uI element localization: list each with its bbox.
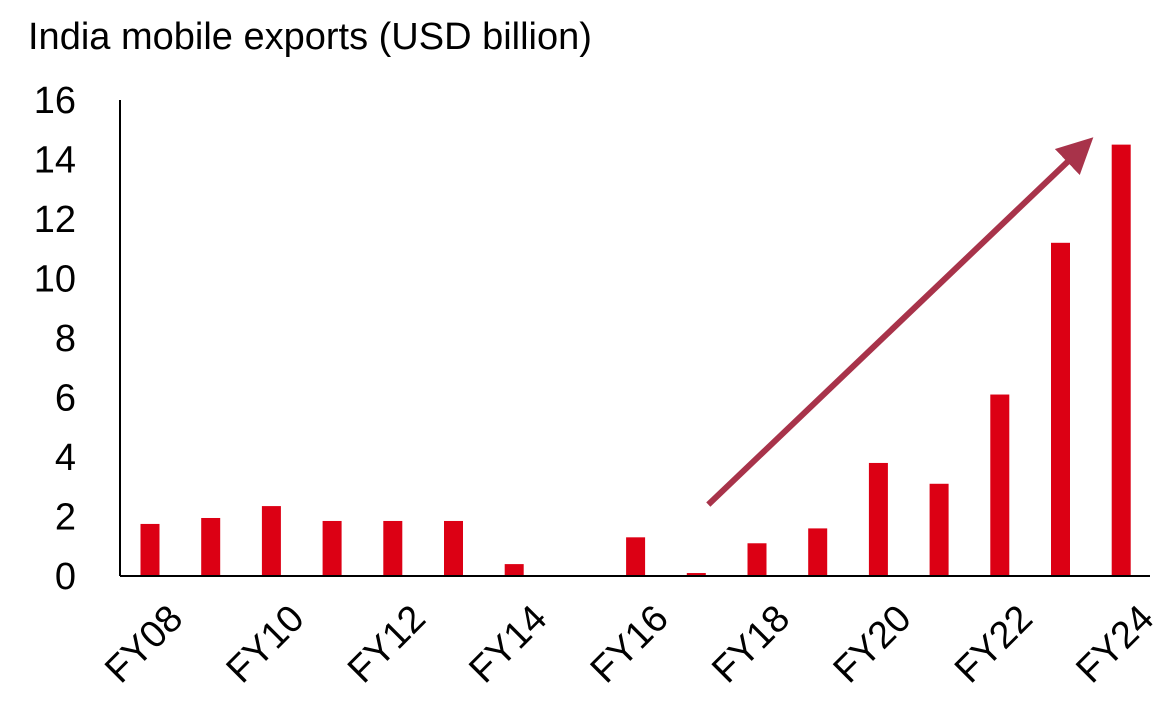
x-tick-label: FY18 (704, 597, 798, 691)
bar-fy20 (868, 462, 888, 576)
bar-fy24 (1111, 144, 1131, 576)
bar-fy21 (929, 483, 949, 576)
bar-fy10 (261, 506, 281, 576)
y-tick-label: 10 (34, 259, 76, 301)
x-tick-label: FY10 (219, 597, 313, 691)
y-tick-label: 16 (34, 80, 76, 122)
bar-fy14 (504, 564, 524, 576)
y-axis-ticks: 0 2 4 6 8 10 12 14 16 (34, 80, 76, 598)
x-tick-label: FY16 (583, 597, 677, 691)
bar-fy17 (686, 573, 706, 576)
y-tick-label: 6 (55, 378, 76, 420)
x-tick-label: FY12 (340, 597, 434, 691)
x-tick-label: FY08 (97, 597, 191, 691)
x-tick-label: FY24 (1068, 597, 1162, 691)
bar-fy09 (201, 517, 221, 576)
y-tick-label: 2 (55, 497, 76, 539)
x-axis-ticks: FY08 FY10 FY12 FY14 FY16 FY18 FY20 FY22 FY24 (97, 597, 1162, 691)
bar-fy16 (626, 537, 646, 576)
bar-fy12 (383, 520, 403, 576)
x-tick-label: FY20 (826, 597, 920, 691)
x-tick-label: FY14 (461, 597, 555, 691)
bar-fy13 (444, 520, 463, 576)
trend-annotation (706, 137, 1094, 507)
y-tick-label: 12 (34, 199, 76, 241)
bar-fy18 (747, 543, 767, 576)
bar-fy19 (808, 528, 828, 576)
bar-fy22 (990, 394, 1010, 576)
y-tick-label: 8 (55, 318, 76, 360)
y-tick-label: 4 (55, 437, 76, 479)
chart-title: India mobile exports (USD billion) (28, 16, 592, 58)
bars (140, 144, 1131, 577)
bar-fy11 (322, 520, 342, 576)
bar-fy23 (1051, 242, 1070, 577)
y-tick-label: 0 (55, 556, 76, 598)
x-tick-label: FY22 (947, 597, 1041, 691)
trend-arrow (706, 137, 1094, 507)
axes (119, 100, 1150, 577)
y-tick-label: 14 (34, 140, 76, 182)
bar-fy08 (140, 523, 160, 576)
